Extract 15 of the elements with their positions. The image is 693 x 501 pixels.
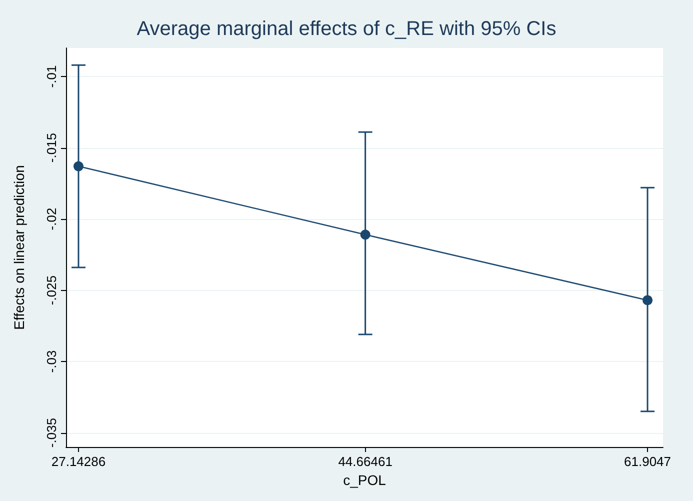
y-tick-label: -.015 (44, 132, 59, 163)
x-axis-title: c_POL (343, 472, 386, 488)
chart-title: Average marginal effects of c_RE with 95% CIs (136, 18, 556, 40)
y-tick-label: -.01 (44, 65, 59, 88)
x-tick-label: 44.66461 (338, 454, 392, 469)
y-tick-label: -.03 (44, 350, 59, 373)
point (74, 161, 84, 172)
y-tick-label: -.035 (44, 418, 59, 448)
y-axis-title: Effects on linear prediction (11, 165, 27, 330)
y-tick-label: -.025 (44, 275, 59, 306)
point (642, 295, 653, 306)
y-tick-label: -.02 (44, 208, 59, 230)
x-tick-label: 27.14286 (51, 454, 106, 469)
point (360, 230, 370, 240)
x-tick-label: 61.9047 (624, 454, 672, 469)
